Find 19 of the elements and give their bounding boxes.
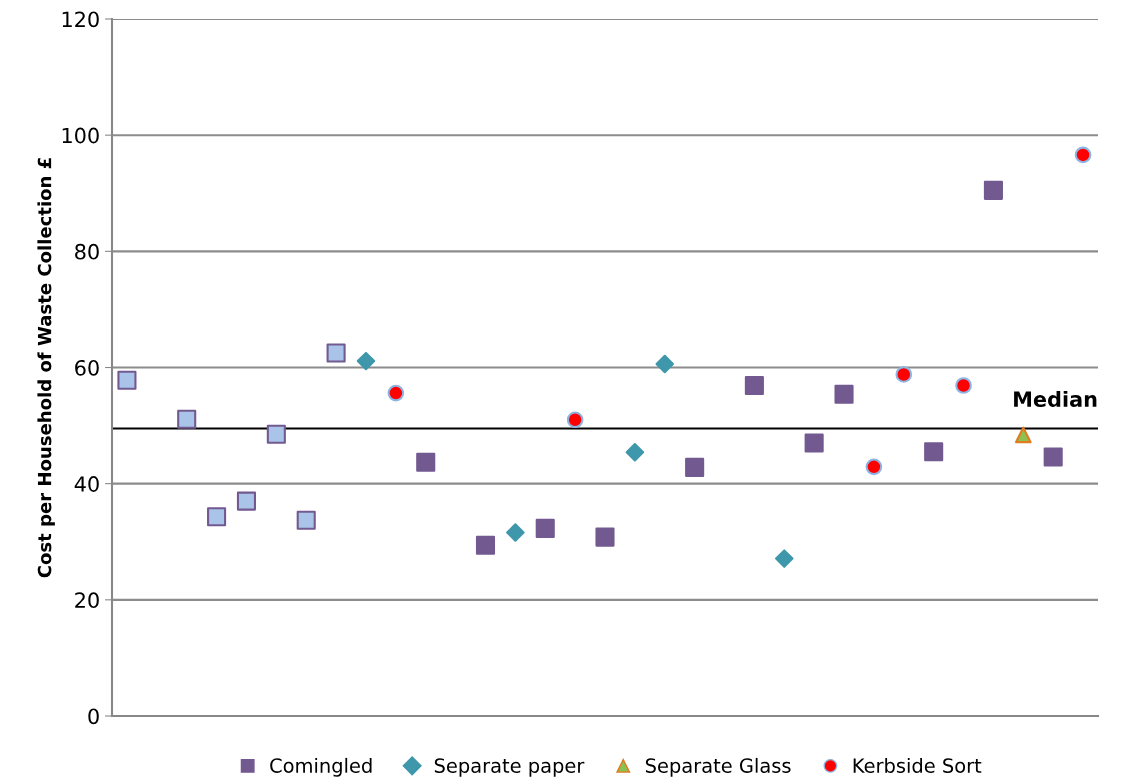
point [775,549,794,568]
y-tick-label: 100 [62,127,99,144]
legend-label: Separate paper [434,758,585,777]
point [356,351,376,371]
legend-label: Comingled [270,757,372,777]
point [506,523,525,542]
y-axis-title: Cost per Household of Waste Collection £ [37,158,55,578]
ref-line-label: Median [1014,390,1097,408]
legend-label: Kerbside Sort [853,757,982,773]
y-tick-label: 20 [75,592,99,609]
point [625,443,645,462]
y-tick-label: 40 [74,476,99,492]
y-tick-label: 120 [62,11,99,28]
y-tick-label: 60 [75,359,99,376]
point [655,354,675,374]
point [1014,426,1032,444]
y-tick-label: 0 [88,708,99,725]
y-tick-label: 80 [75,243,99,260]
legend-label: Separate Glass [645,757,791,777]
